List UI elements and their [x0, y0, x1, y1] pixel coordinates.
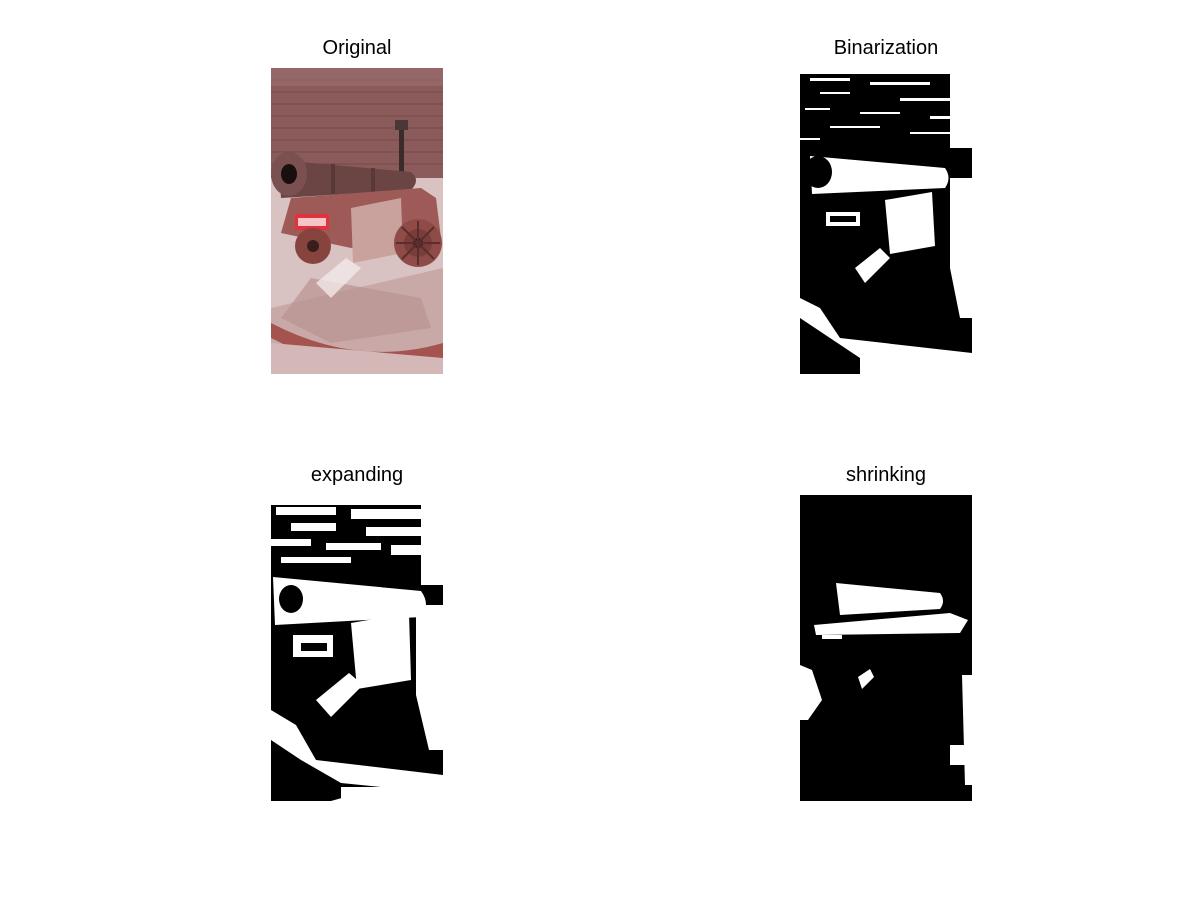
shrinking-image [800, 495, 972, 801]
panel-title-shrinking: shrinking [845, 464, 927, 486]
panel-title-original: Original [322, 37, 392, 59]
original-cannon-photo [271, 68, 443, 374]
panel-title-expanding: expanding [310, 464, 404, 486]
binarization-image [800, 68, 972, 374]
expanding-image [271, 495, 443, 801]
panel-title-binarization: Binarization [833, 37, 939, 59]
